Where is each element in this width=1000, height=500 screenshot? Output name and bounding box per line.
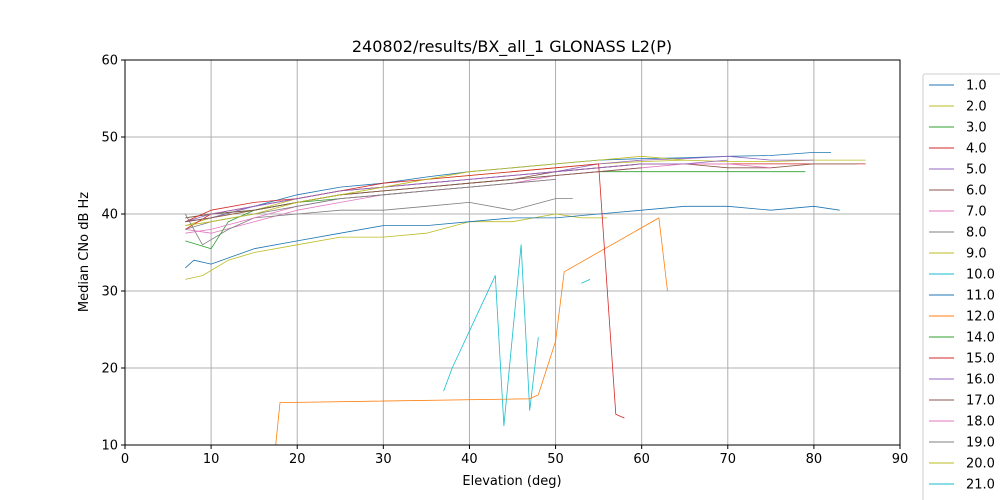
legend-box <box>922 73 1000 500</box>
y-tick-label: 20 <box>101 362 118 377</box>
x-axis: 0 10 20 30 40 50 60 70 80 90 <box>121 445 908 467</box>
legend-label: 18.0 <box>966 415 995 430</box>
x-tick-label: 70 <box>720 452 737 467</box>
series-line-5-0 <box>185 155 814 223</box>
legend-label: 8.0 <box>966 226 987 241</box>
legend-label: 2.0 <box>966 100 987 115</box>
x-tick-label: 90 <box>892 452 909 467</box>
x-tick-label: 0 <box>121 452 129 467</box>
series-line-9-0 <box>185 213 608 280</box>
y-tick-label: 30 <box>101 285 118 300</box>
y-axis-label: Median CNo dB Hz <box>77 192 92 312</box>
series-line-21-0 <box>581 279 591 284</box>
legend-label: 5.0 <box>966 163 987 178</box>
x-tick-label: 50 <box>547 452 564 467</box>
x-tick-label: 30 <box>375 452 392 467</box>
series-line-8-0 <box>184 198 573 246</box>
legend-label: 19.0 <box>966 436 995 451</box>
legend: 1.0 2.0 3.0 4.0 5.0 6.0 7.0 8.0 9.0 10.0 11.0 12.0 1… <box>922 73 1000 500</box>
legend-label: 7.0 <box>966 205 987 220</box>
series-line-11-0 <box>185 205 840 269</box>
series-line-7-0 <box>185 163 771 234</box>
x-tick-label: 20 <box>289 452 306 467</box>
legend-label: 14.0 <box>966 331 995 346</box>
legend-label: 1.0 <box>966 79 987 94</box>
x-axis-label: Elevation (deg) <box>462 474 561 489</box>
legend-label: 20.0 <box>966 457 995 472</box>
legend-label: 15.0 <box>966 352 995 367</box>
y-tick-label: 50 <box>101 131 118 146</box>
x-tick-label: 10 <box>203 452 220 467</box>
legend-label: 16.0 <box>966 373 995 388</box>
x-tick-label: 80 <box>806 452 823 467</box>
x-tick-label: 60 <box>633 452 650 467</box>
legend-label: 9.0 <box>966 247 987 262</box>
y-tick-label: 40 <box>101 208 118 223</box>
legend-label: 21.0 <box>966 478 995 493</box>
legend-label: 12.0 <box>966 310 995 325</box>
series-line-1-0 <box>185 151 832 223</box>
series-line-3-0 <box>185 171 806 219</box>
y-tick-label: 10 <box>101 439 118 454</box>
series-line-10-0 <box>443 244 539 427</box>
series-line-12-0 <box>275 217 668 446</box>
series-line-20-0 <box>185 155 685 226</box>
legend-label: 3.0 <box>966 121 987 136</box>
plot-frame <box>124 59 901 446</box>
legend-label: 10.0 <box>966 268 995 283</box>
x-tick-label: 40 <box>461 452 478 467</box>
series-layer <box>184 151 866 446</box>
legend-label: 6.0 <box>966 184 987 199</box>
grid <box>124 59 901 446</box>
y-tick-label: 60 <box>101 54 118 69</box>
legend-label: 11.0 <box>966 289 995 304</box>
legend-label: 17.0 <box>966 394 995 409</box>
legend-label: 4.0 <box>966 142 987 157</box>
series-line-16-0 <box>185 159 728 223</box>
chart-title: 240802/results/BX_all_1 GLONASS L2(P) <box>352 37 672 57</box>
series-line-17-0 <box>185 167 642 223</box>
series-line-2-0 <box>185 159 866 226</box>
y-axis: 10 20 30 40 50 60 <box>101 54 125 454</box>
